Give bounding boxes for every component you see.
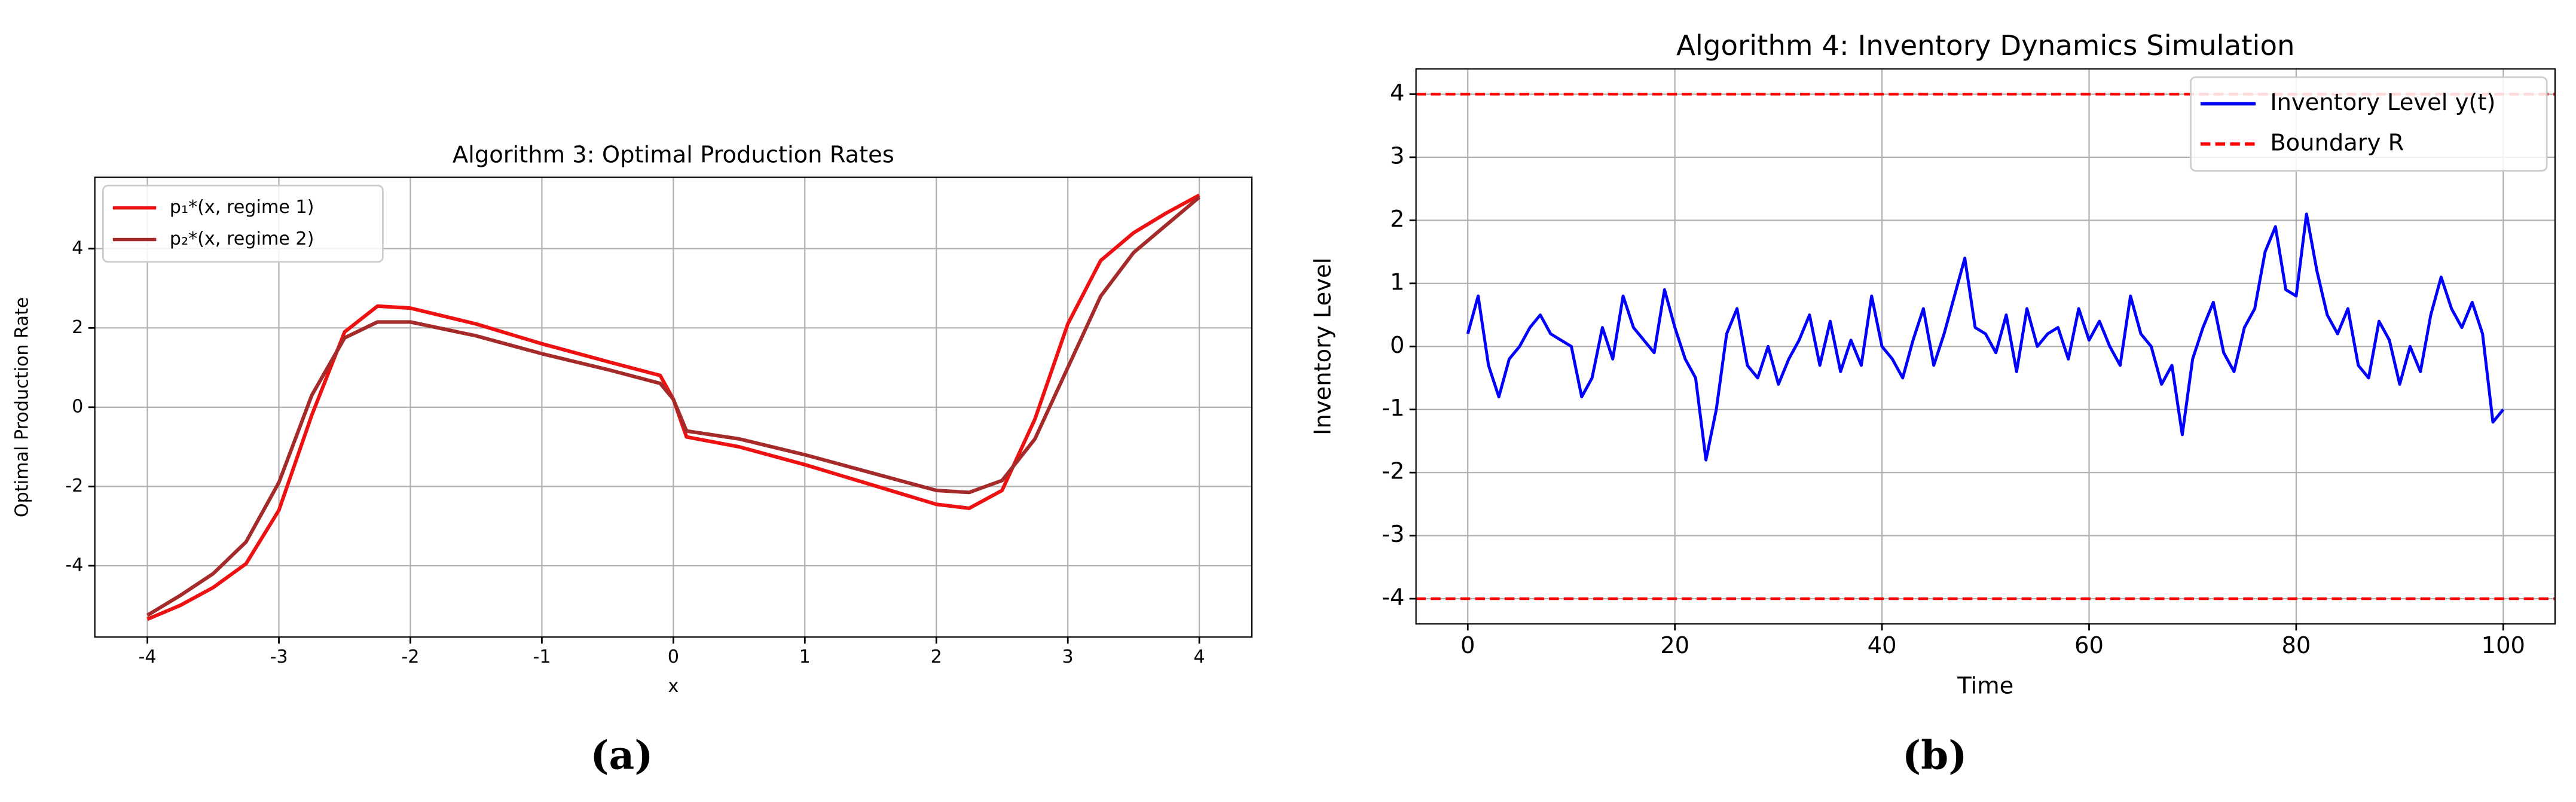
x-tick-label: 20 <box>1660 632 1689 659</box>
legend-label: Boundary R <box>2270 129 2404 156</box>
x-tick-label: 2 <box>931 647 942 667</box>
x-tick-label: 3 <box>1062 647 1074 667</box>
caption: (a) <box>590 731 653 778</box>
y-axis-label: Optimal Production Rate <box>11 297 32 517</box>
x-tick-label: -4 <box>139 647 157 667</box>
y-tick-label: 2 <box>72 317 83 338</box>
y-tick-label: -3 <box>1382 521 1404 548</box>
legend-label: p₂*(x, regime 2) <box>170 228 314 249</box>
y-axis-label: Inventory Level <box>1309 258 1336 435</box>
x-tick-label: 1 <box>799 647 811 667</box>
line-series <box>1466 212 2505 462</box>
x-tick-label: 0 <box>1460 632 1475 659</box>
y-tick-label: 4 <box>72 237 83 258</box>
x-tick-label: 4 <box>1194 647 1205 667</box>
x-tick-label: 100 <box>2482 632 2525 659</box>
chart-title: Algorithm 3: Optimal Production Rates <box>453 141 894 168</box>
legend-label: Inventory Level y(t) <box>2270 89 2495 116</box>
line-series <box>146 196 1201 617</box>
x-axis-label: x <box>668 676 679 697</box>
plot-frame <box>1415 68 2556 625</box>
y-tick-label: 0 <box>1390 332 1404 359</box>
x-tick-label: 0 <box>668 647 679 667</box>
x-axis-label: Time <box>1957 672 2013 699</box>
y-tick-label: 0 <box>72 396 83 417</box>
legend-box <box>2190 76 2548 172</box>
x-tick-label: -1 <box>533 647 551 667</box>
x-tick-label: 40 <box>1868 632 1897 659</box>
y-tick-label: 2 <box>1390 206 1404 233</box>
x-tick-label: -3 <box>270 647 288 667</box>
caption: (b) <box>1902 731 1967 778</box>
y-tick-label: -4 <box>1382 584 1404 611</box>
y-tick-label: 3 <box>1390 142 1404 169</box>
x-tick-label: 80 <box>2281 632 2311 659</box>
plot-frame <box>94 176 1253 638</box>
y-tick-label: -2 <box>65 475 83 496</box>
y-tick-label: -4 <box>65 554 83 575</box>
legend-box <box>102 184 384 263</box>
chart-title: Algorithm 4: Inventory Dynamics Simulati… <box>1676 30 2295 62</box>
x-tick-label: 60 <box>2074 632 2104 659</box>
y-tick-label: -2 <box>1382 458 1404 485</box>
legend-label: p₁*(x, regime 1) <box>170 197 314 218</box>
y-tick-label: 4 <box>1390 80 1404 106</box>
y-tick-label: 1 <box>1390 269 1404 295</box>
y-tick-label: -1 <box>1382 395 1404 422</box>
x-tick-label: -2 <box>401 647 419 667</box>
